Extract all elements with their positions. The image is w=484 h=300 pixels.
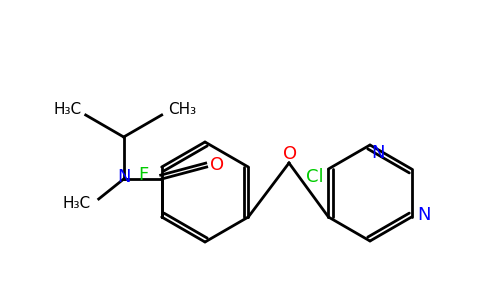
Text: Cl: Cl bbox=[305, 168, 323, 186]
Text: N: N bbox=[371, 144, 385, 162]
Text: N: N bbox=[117, 168, 131, 186]
Text: F: F bbox=[138, 166, 149, 184]
Text: H₃C: H₃C bbox=[62, 196, 91, 211]
Text: H₃C: H₃C bbox=[54, 101, 82, 116]
Text: CH₃: CH₃ bbox=[167, 101, 196, 116]
Text: O: O bbox=[283, 145, 297, 163]
Text: O: O bbox=[210, 156, 224, 174]
Text: N: N bbox=[417, 206, 430, 224]
